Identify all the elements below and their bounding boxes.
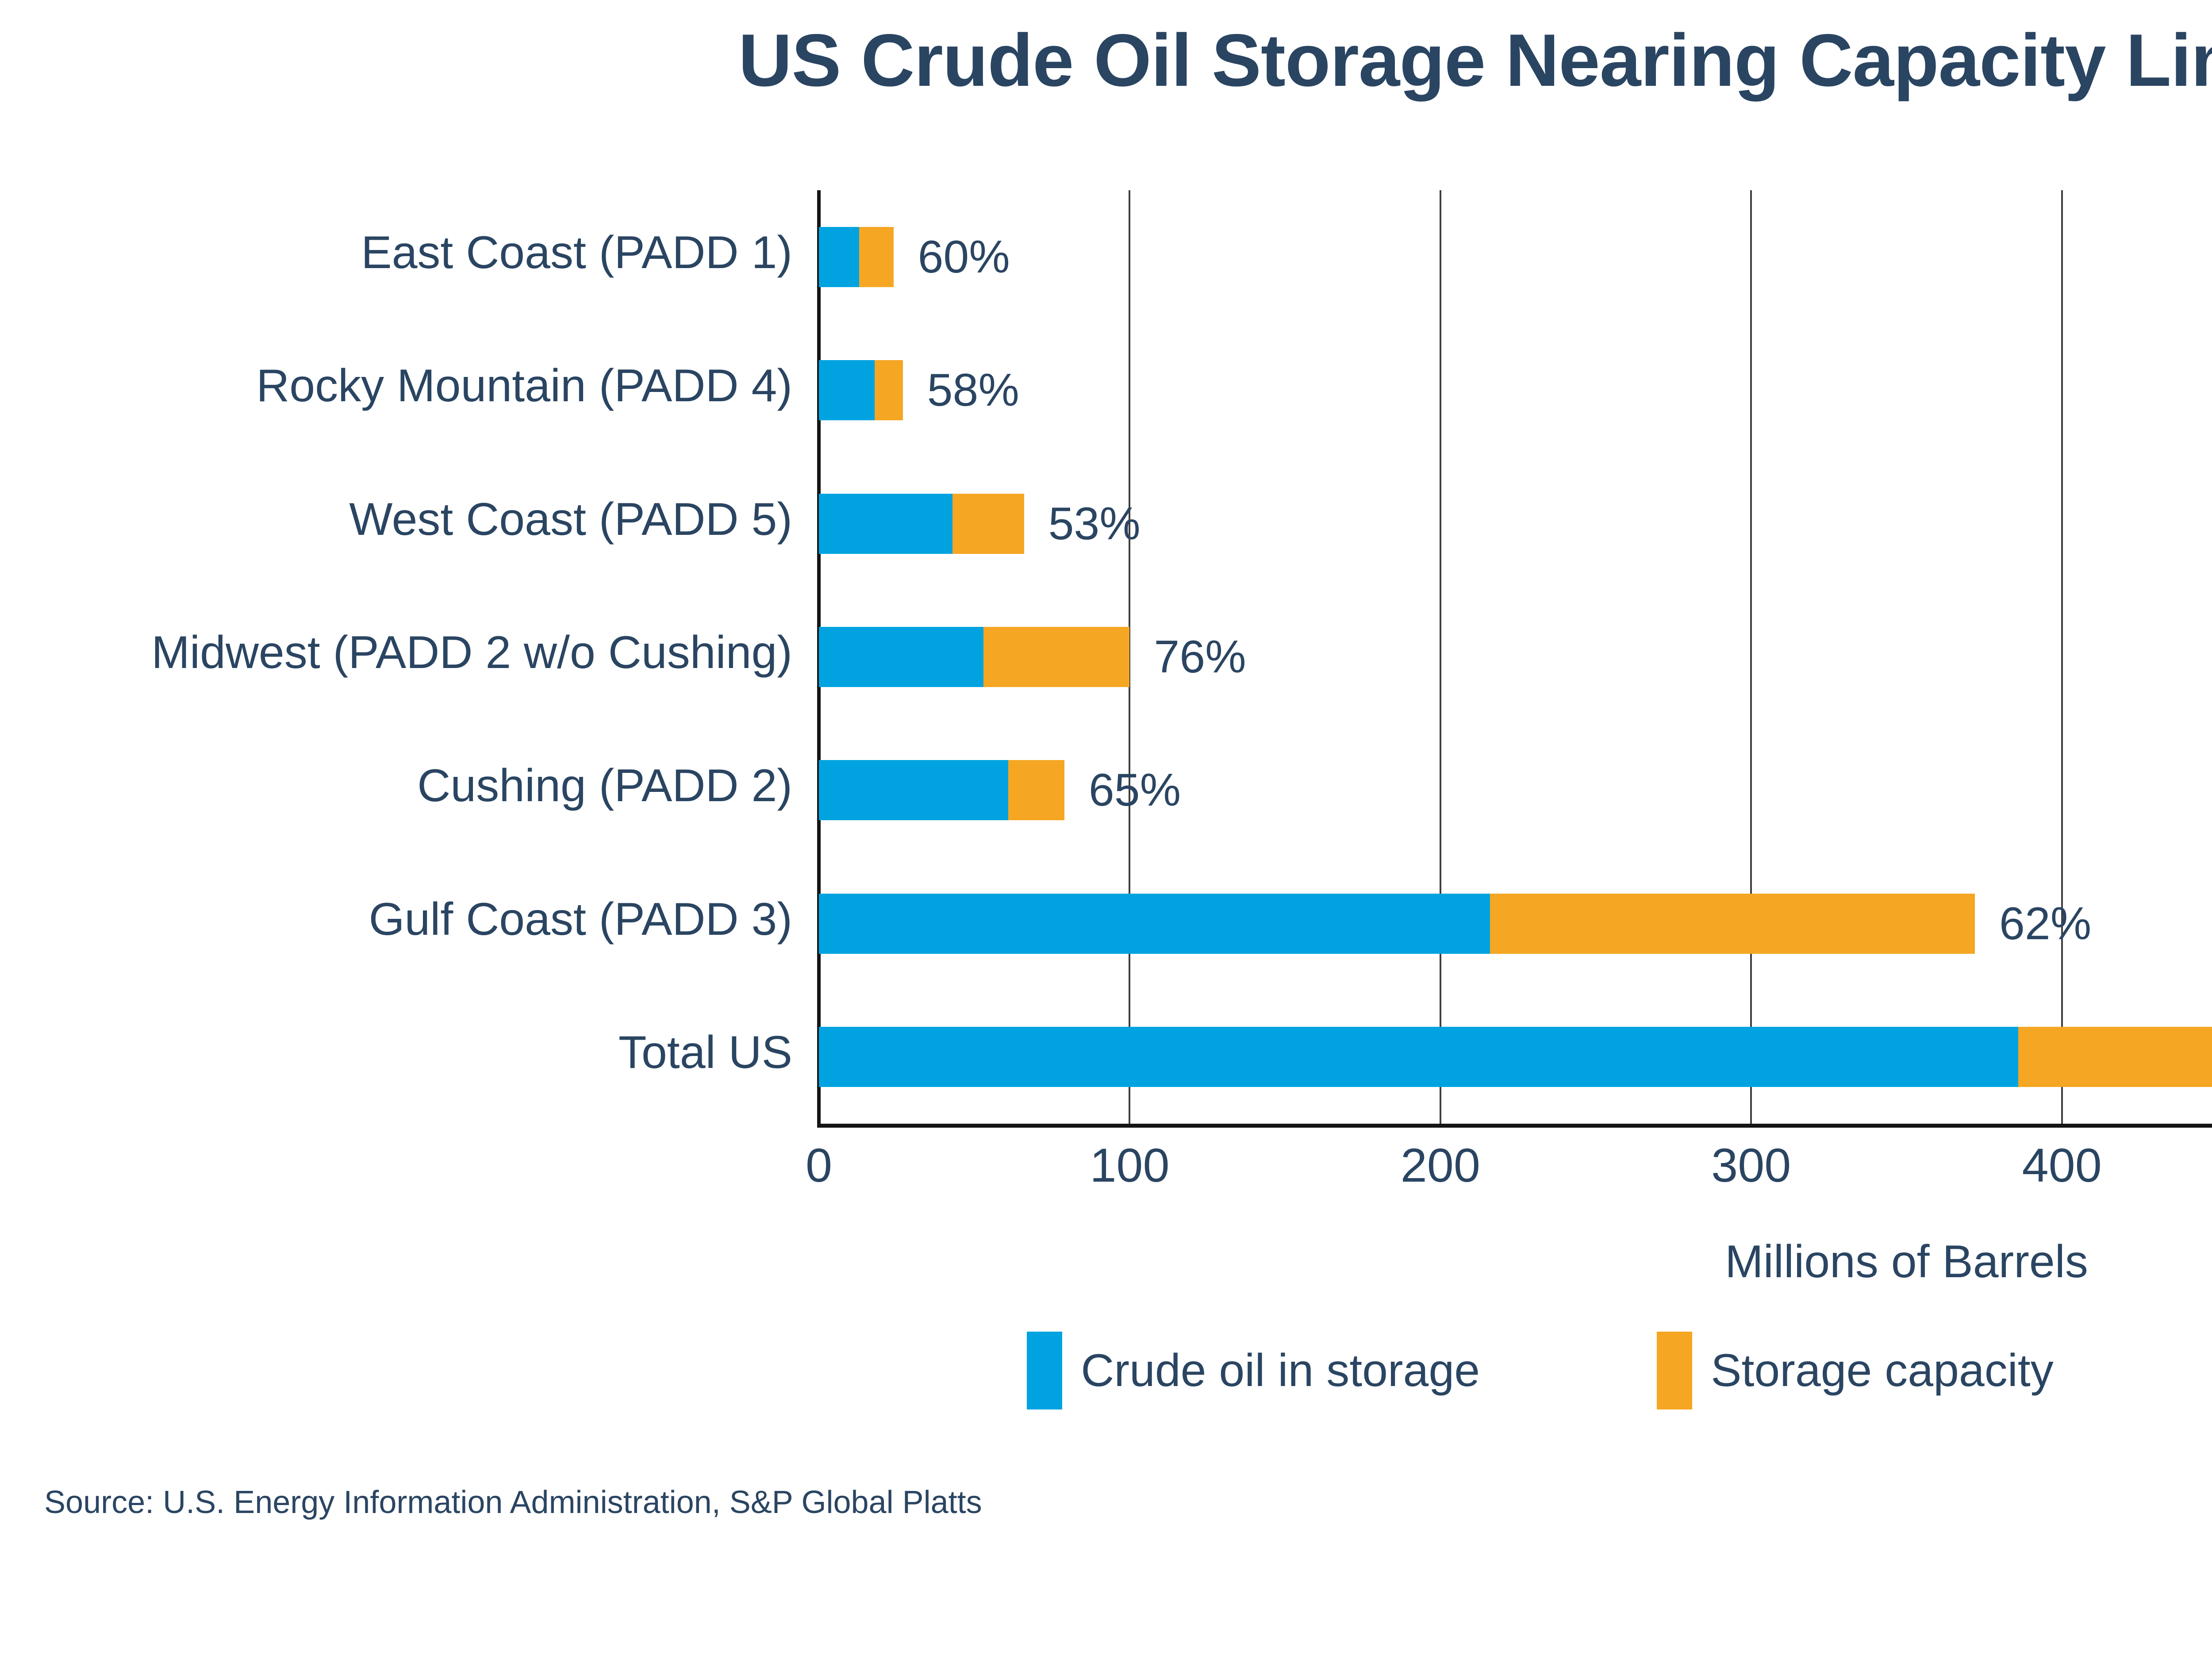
y-axis-category-label: Cushing (PADD 2) — [417, 760, 792, 812]
x-axis-title: Millions of Barrels — [1725, 1236, 2088, 1287]
gridline — [2061, 190, 2063, 1124]
legend-item[interactable]: Crude oil in storage — [1027, 1332, 1480, 1409]
bar-value-label: 58% — [927, 365, 1019, 416]
x-axis-tick-label: 100 — [1090, 1138, 1170, 1192]
plot-area: East Coast (PADD 1) 60% Rocky Mountain (PA… — [151, 190, 2212, 1189]
y-axis-category-label: East Coast (PADD 1) — [361, 227, 792, 278]
gridline — [1439, 190, 1441, 1124]
y-axis-category-label: Rocky Mountain (PADD 4) — [256, 360, 792, 412]
bar-value-label: 65% — [1088, 764, 1181, 816]
bar-segment-storage[interactable] — [819, 360, 875, 421]
y-axis-category-label: Midwest (PADD 2 w/o Cushing) — [151, 627, 792, 678]
legend-swatch-icon — [1027, 1332, 1063, 1409]
x-axis-tick-label: 200 — [1400, 1138, 1480, 1192]
bar-segment-storage[interactable] — [819, 227, 860, 287]
bar-value-label: 60% — [918, 231, 1010, 283]
bar-row: Gulf Coast (PADD 3) 62% — [369, 893, 2212, 954]
bar-segment-storage[interactable] — [819, 493, 953, 554]
bar-row: Cushing (PADD 2) 65% — [417, 760, 2212, 821]
y-axis-category-label: Gulf Coast (PADD 3) — [369, 893, 792, 945]
source-note: Source: U.S. Energy Information Administ… — [44, 1485, 982, 1520]
chart-legend: Crude oil in storage Storage capacity — [0, 1332, 2212, 1409]
x-axis-tick-label: 0 — [805, 1138, 833, 1192]
legend-label: Storage capacity — [1711, 1345, 2054, 1396]
bar-value-label: 62% — [1999, 898, 2092, 949]
bar-row: East Coast (PADD 1) 60% — [361, 227, 2212, 287]
bar-row: Total US50% — [618, 1027, 2212, 1087]
legend-item[interactable]: Storage capacity — [1657, 1332, 2054, 1409]
legend-swatch-icon — [1657, 1332, 1693, 1409]
page-title: US Crude Oil Storage Nearing Capacity Li… — [738, 19, 2212, 102]
bar-segment-storage[interactable] — [819, 893, 1490, 954]
x-axis-tick-label: 300 — [1711, 1138, 1791, 1192]
bar-segment-storage[interactable] — [819, 1027, 2019, 1087]
bar-segment-storage[interactable] — [819, 760, 1009, 821]
x-axis-line — [817, 1124, 2212, 1128]
bar-value-label: 76% — [1154, 631, 1246, 683]
y-axis-category-label: West Coast (PADD 5) — [349, 493, 792, 545]
gridline — [1750, 190, 1752, 1124]
legend-label: Crude oil in storage — [1081, 1345, 1480, 1396]
bar-row: Rocky Mountain (PADD 4) 58% — [256, 360, 2212, 421]
bar-segment-storage[interactable] — [819, 627, 984, 687]
bar-row: Midwest (PADD 2 w/o Cushing) 76% — [151, 627, 2212, 687]
gridline — [1129, 190, 1131, 1124]
y-axis-category-label: Total US — [618, 1027, 792, 1079]
bar-value-label: 53% — [1048, 498, 1141, 549]
x-axis-tick-label: 400 — [2022, 1138, 2102, 1192]
bar-row: West Coast (PADD 5) 53% — [349, 493, 2212, 554]
